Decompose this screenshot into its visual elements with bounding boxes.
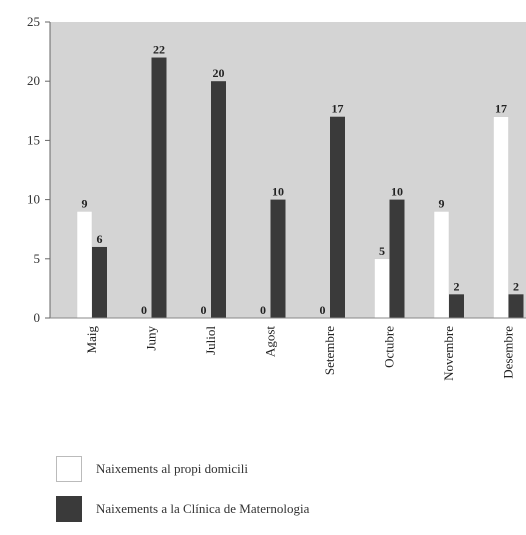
x-axis: Maig Juny Juliol Agost Setembre Octubre Novemb… — [50, 317, 526, 381]
bars: 9 6 0 22 0 20 0 10 0 17 5 10 9 2 17 2 — [76, 43, 524, 319]
bar-home-octubre — [374, 258, 390, 319]
data-label: 20 — [213, 66, 225, 80]
bar-clinic-juliol — [211, 81, 226, 318]
bar-home-desembre — [493, 116, 509, 319]
data-label: 10 — [391, 185, 403, 199]
bar-clinic-agost — [270, 199, 286, 318]
x-tick-label-setembre: Setembre — [322, 326, 337, 375]
bar-home-novembre — [433, 211, 450, 319]
legend-item-clinic: Naixements a la Clínica de Maternologia — [56, 495, 309, 523]
x-tick-label-agost: Agost — [263, 326, 278, 357]
data-label: 17 — [495, 102, 507, 116]
bar-clinic-setembre — [330, 116, 345, 318]
data-label: 10 — [272, 185, 284, 199]
y-tick-label: 25 — [27, 14, 40, 29]
y-tick-label: 10 — [27, 192, 40, 207]
data-label: 0 — [201, 303, 207, 317]
legend: Naixements al propi domicili Naixements … — [56, 455, 309, 535]
data-label: 0 — [260, 303, 266, 317]
x-tick-label-octubre: Octubre — [382, 326, 397, 368]
data-label: 9 — [82, 196, 88, 210]
x-tick-label-juliol: Juliol — [203, 326, 218, 355]
bar-clinic-desembre — [508, 294, 524, 318]
legend-label-home: Naixements al propi domicili — [96, 461, 248, 476]
data-label: 9 — [439, 196, 445, 210]
chart: 0 5 10 15 20 25 9 6 0 22 0 20 0 10 0 17 5 10 9 2 17 2 Maig Ju… — [27, 14, 526, 381]
legend-label-clinic: Naixements a la Clínica de Maternologia — [96, 501, 310, 516]
y-tick-label: 5 — [34, 251, 41, 266]
legend-swatch-clinic — [56, 496, 82, 522]
bar-clinic-octubre — [389, 199, 405, 318]
data-label: 6 — [97, 232, 103, 246]
data-label: 5 — [379, 244, 385, 258]
x-tick-label-maig: Maig — [84, 326, 99, 354]
y-tick-label: 0 — [34, 310, 41, 325]
data-label: 0 — [320, 303, 326, 317]
legend-swatch-home — [56, 456, 82, 482]
bar-home-maig — [76, 211, 93, 319]
legend-item-home: Naixements al propi domicili — [56, 455, 309, 483]
plot-area — [50, 22, 526, 318]
data-label: 0 — [141, 303, 147, 317]
data-label: 2 — [454, 279, 460, 293]
bar-clinic-maig — [92, 246, 107, 318]
data-label: 2 — [513, 279, 519, 293]
x-tick-label-desembre: Desembre — [501, 326, 516, 379]
data-label: 22 — [153, 43, 165, 57]
bar-clinic-novembre — [449, 294, 464, 318]
y-axis: 0 5 10 15 20 25 — [27, 14, 51, 325]
bar-clinic-juny — [151, 57, 167, 319]
data-label: 17 — [332, 102, 344, 116]
x-tick-label-juny: Juny — [144, 326, 159, 351]
y-tick-label: 20 — [27, 73, 40, 88]
x-tick-label-novembre: Novembre — [441, 326, 456, 381]
y-tick-label: 15 — [27, 132, 40, 147]
